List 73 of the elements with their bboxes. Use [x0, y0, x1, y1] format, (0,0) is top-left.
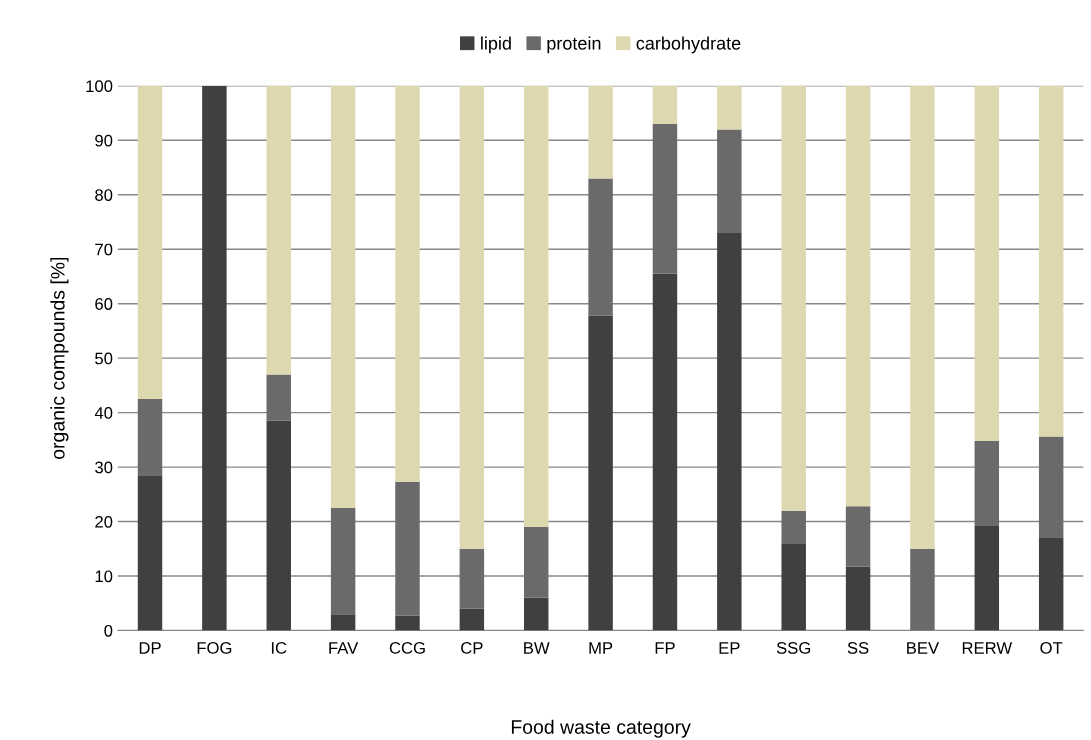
bar	[910, 85, 935, 549]
bar	[330, 507, 356, 615]
x-tick-label: BW	[524, 642, 550, 654]
bar	[330, 614, 356, 631]
x-tick-label: SSG	[776, 642, 811, 654]
bar	[845, 506, 871, 567]
bar	[1038, 436, 1064, 538]
x-tick-label: EP	[719, 642, 740, 654]
bar	[652, 85, 678, 124]
bar	[781, 510, 806, 544]
bar	[137, 85, 163, 400]
y-tick-label: 60	[95, 298, 113, 310]
y-tick-label: 70	[95, 243, 113, 256]
bar	[524, 85, 549, 527]
bar	[588, 315, 613, 631]
bar	[202, 85, 227, 631]
bar	[781, 543, 806, 631]
bar	[524, 527, 549, 598]
bar	[395, 615, 420, 631]
y-tick-label: 90	[95, 134, 113, 147]
x-tick-label: BEV	[907, 642, 940, 654]
x-tick-label: DP	[139, 642, 161, 654]
y-tick-label: 10	[95, 570, 113, 583]
bar	[266, 420, 291, 631]
bar	[266, 374, 291, 421]
bar	[588, 85, 613, 179]
x-axis-title: Food waste category	[511, 719, 691, 738]
bar	[717, 85, 742, 130]
bar	[588, 178, 613, 316]
y-tick-label: 20	[95, 515, 113, 528]
bar	[717, 232, 742, 631]
y-tick-label: 100	[86, 80, 113, 93]
bar	[974, 525, 1000, 631]
y-tick-label: 0	[104, 624, 113, 637]
legend-label: protein	[547, 36, 601, 54]
x-tick-label: CP	[461, 642, 483, 654]
y-tick-label: 80	[95, 189, 113, 201]
bar	[266, 85, 291, 375]
bar	[395, 85, 420, 482]
y-tick-label: 40	[94, 407, 113, 419]
bar	[974, 85, 1000, 441]
bar	[1038, 537, 1064, 631]
bar	[137, 475, 163, 631]
bar	[652, 273, 678, 631]
bar	[330, 85, 356, 508]
bar	[781, 85, 806, 511]
x-tick-label: IC	[271, 642, 287, 654]
x-tick-label: CCG	[389, 642, 425, 654]
bar	[845, 85, 871, 507]
x-tick-label: OT	[1040, 642, 1063, 654]
x-tick-label: MP	[589, 642, 613, 654]
bar	[1038, 85, 1064, 437]
x-tick-label: RERW	[962, 642, 1013, 654]
bar	[845, 566, 871, 631]
y-axis-title: organic compounds [%]	[50, 257, 69, 459]
bar	[717, 129, 742, 233]
bar	[459, 85, 485, 549]
y-tick-label: 30	[95, 461, 113, 474]
x-tick-label: SS	[847, 642, 869, 654]
bar	[524, 597, 549, 631]
legend-label: carbohydrate	[636, 36, 741, 54]
bar	[910, 548, 935, 631]
legend-label: lipid	[481, 36, 511, 54]
bar	[137, 399, 163, 476]
bar	[459, 608, 485, 631]
x-tick-label: FOG	[197, 642, 232, 654]
x-tick-label: FP	[655, 642, 675, 654]
bar	[459, 548, 485, 609]
bar	[652, 123, 678, 274]
bar	[974, 440, 1000, 526]
x-tick-label: FAV	[329, 642, 359, 654]
y-tick-label: 50	[95, 352, 113, 365]
bar	[395, 481, 420, 616]
